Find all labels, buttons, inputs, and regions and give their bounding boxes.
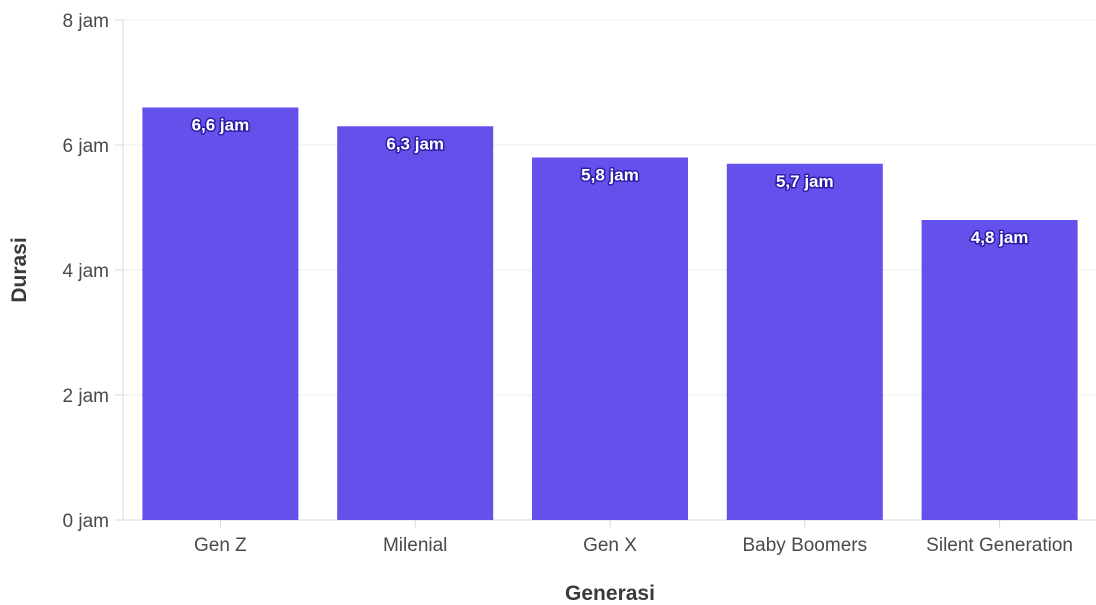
x-tick-label: Silent Generation [926, 535, 1073, 556]
bar-value-label: 5,8 jam [581, 166, 639, 185]
bar-value-label: 4,8 jam [971, 228, 1029, 247]
bar-value-label: 6,3 jam [386, 134, 444, 153]
x-tick-label: Milenial [383, 535, 447, 556]
x-axis-title: Generasi [565, 582, 655, 605]
data-labels: 6,6 jam 6,3 jam 5,8 jam 5,7 jam 4,8 jam [190, 114, 1030, 249]
y-tick-label: 8 jam [63, 11, 109, 32]
y-tick-label: 6 jam [63, 136, 109, 157]
bar [337, 126, 494, 520]
bars [142, 107, 1078, 520]
x-tick-label: Gen Z [194, 535, 247, 556]
y-tick-label: 2 jam [63, 386, 109, 407]
bar-value-label: 6,6 jam [192, 116, 250, 135]
y-tick-label: 4 jam [63, 261, 109, 282]
bar [726, 163, 883, 520]
y-axis-title: Durasi [8, 237, 31, 302]
bar [532, 157, 688, 520]
axes: 0 jam 2 jam 4 jam 6 jam 8 jam Gen Z Milenial Ge… [63, 11, 1096, 556]
x-tick-label: Baby Boomers [742, 535, 867, 556]
bar-value-label: 5,7 jam [776, 172, 834, 191]
x-tick-label: Gen X [583, 535, 637, 556]
bar [142, 107, 299, 520]
bar [921, 220, 1078, 520]
y-tick-label: 0 jam [63, 511, 109, 532]
